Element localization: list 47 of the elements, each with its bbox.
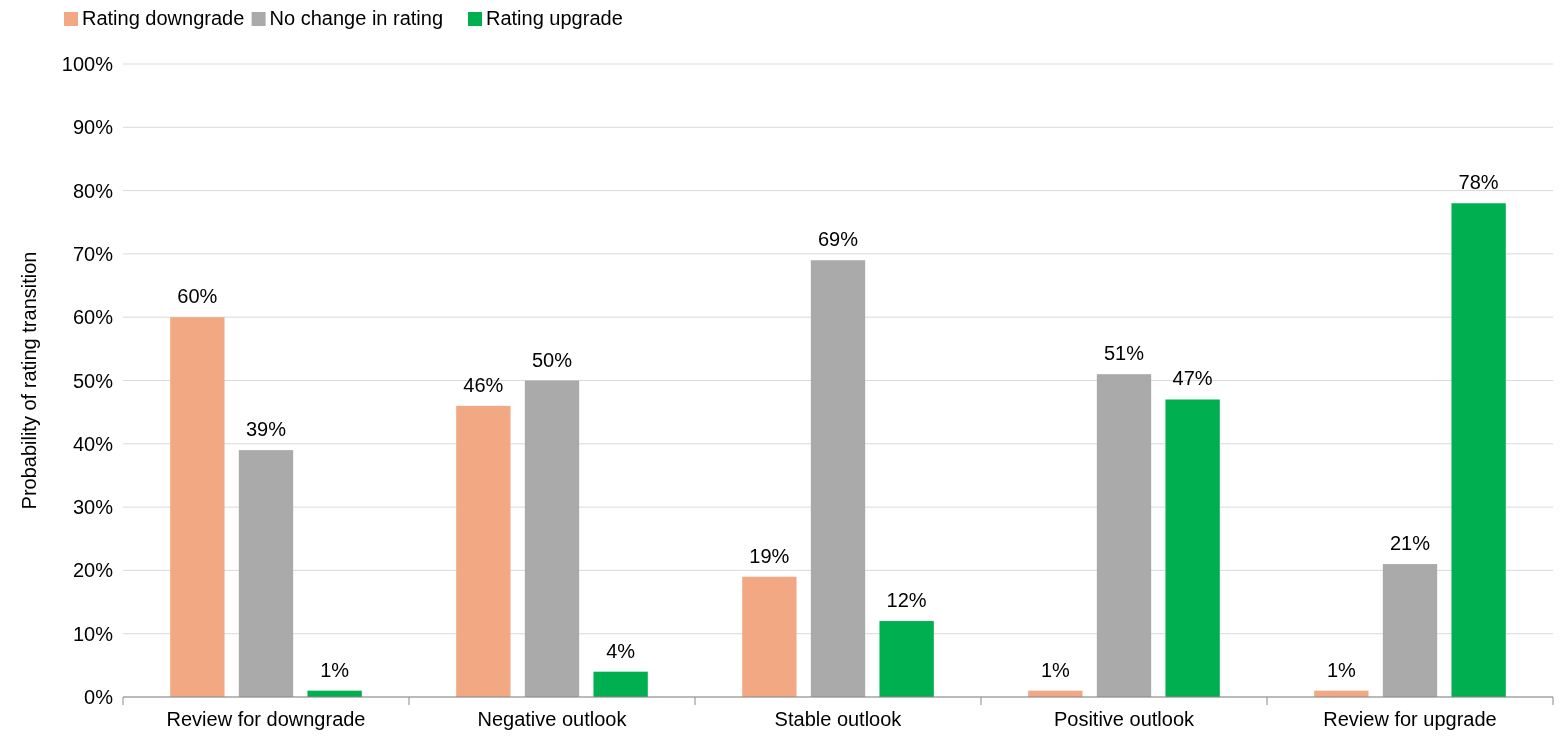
bar bbox=[593, 671, 648, 697]
y-tick-label: 40% bbox=[72, 432, 114, 455]
y-tick-label: 100% bbox=[61, 53, 114, 75]
y-tick-label: 60% bbox=[72, 306, 114, 329]
data-label: 21% bbox=[1389, 532, 1431, 555]
bar bbox=[1165, 399, 1220, 697]
bar bbox=[170, 317, 225, 697]
x-tick-label: Negative outlook bbox=[477, 708, 628, 730]
bar bbox=[879, 621, 934, 697]
legend-label: No change in rating bbox=[269, 7, 444, 29]
data-label: 1% bbox=[320, 658, 350, 681]
x-tick-label: Review for downgrade bbox=[166, 708, 366, 730]
data-label: 50% bbox=[531, 348, 573, 371]
bar bbox=[524, 380, 580, 697]
x-tick-label: Review for upgrade bbox=[1323, 708, 1497, 730]
y-axis-title: Probability of rating transition bbox=[18, 251, 40, 510]
data-label: 1% bbox=[1040, 658, 1071, 681]
data-label: 12% bbox=[886, 589, 927, 612]
y-tick-label: 50% bbox=[72, 369, 114, 392]
y-tick-label: 20% bbox=[72, 559, 114, 582]
y-tick-label: 70% bbox=[72, 242, 114, 265]
data-label: 47% bbox=[1172, 367, 1213, 390]
data-label: 19% bbox=[749, 544, 790, 567]
y-tick-label: 90% bbox=[72, 116, 114, 139]
x-tick-label: Stable outlook bbox=[774, 708, 903, 730]
data-label: 60% bbox=[177, 285, 218, 308]
bar bbox=[1096, 374, 1152, 697]
y-tick-label: 30% bbox=[72, 496, 114, 519]
data-label: 1% bbox=[1326, 658, 1357, 681]
bar bbox=[810, 260, 866, 697]
x-tick-label: Positive outlook bbox=[1053, 708, 1196, 730]
legend-label: Rating upgrade bbox=[486, 7, 623, 29]
data-label: 39% bbox=[245, 418, 287, 441]
y-tick-label: 80% bbox=[72, 179, 114, 202]
bar bbox=[238, 450, 294, 697]
data-label: 4% bbox=[606, 639, 636, 662]
bar bbox=[456, 405, 511, 697]
data-label: 78% bbox=[1458, 171, 1499, 194]
bar bbox=[1382, 564, 1438, 697]
bar bbox=[742, 576, 797, 697]
y-tick-label: 10% bbox=[72, 622, 114, 645]
legend-label: Rating downgrade bbox=[82, 7, 245, 29]
bar bbox=[1451, 203, 1506, 697]
data-label: 51% bbox=[1103, 342, 1145, 365]
y-tick-label: 0% bbox=[84, 686, 114, 708]
data-label: 69% bbox=[817, 228, 859, 251]
data-label: 46% bbox=[463, 373, 504, 396]
